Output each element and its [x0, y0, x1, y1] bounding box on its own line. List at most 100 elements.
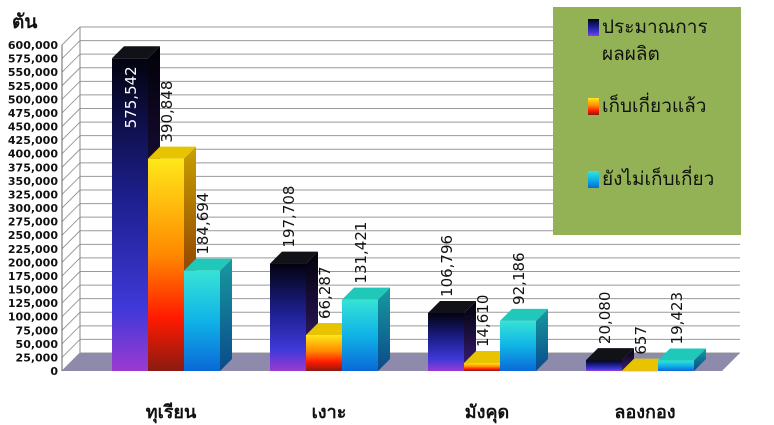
y-tick-label: 500,000 — [8, 93, 58, 106]
data-label: 19,423 — [668, 292, 686, 345]
gridline-side — [61, 271, 81, 290]
bar — [586, 348, 634, 371]
y-tick-label: 325,000 — [8, 188, 58, 201]
legend-entry: ยังไม่เก็บเกี่ยว — [588, 165, 714, 190]
legend-label: ประมาณการ — [602, 16, 708, 38]
y-tick-label: 250,000 — [8, 229, 58, 242]
bar-front — [112, 58, 148, 371]
legend-label: เก็บเกี่ยวแล้ว — [602, 92, 706, 117]
gridline-side — [61, 257, 81, 277]
legend: ประมาณการผลผลิตเก็บเกี่ยวแล้วยังไม่เก็บเ… — [553, 7, 741, 235]
gridline-side — [61, 216, 81, 236]
gridline-side — [61, 40, 81, 59]
y-axis-label: ตัน — [12, 11, 37, 33]
y-tick-label: 400,000 — [8, 148, 58, 161]
y-tick-label: 75,000 — [16, 324, 59, 337]
gridline-side — [61, 162, 81, 182]
bar-side — [220, 258, 232, 371]
data-label: 184,694 — [194, 193, 212, 255]
data-label: 197,708 — [280, 186, 298, 248]
bar — [342, 287, 390, 371]
bar — [658, 348, 706, 371]
gridline-side — [61, 121, 81, 141]
y-tick-label: 200,000 — [8, 256, 58, 269]
x-tick-label: มังคุด — [465, 402, 509, 424]
x-tick-label: เงาะ — [312, 402, 347, 423]
bar-front — [586, 360, 622, 371]
bar-top — [270, 251, 318, 264]
y-tick-label: 300,000 — [8, 202, 58, 215]
y-axis-ticks: 025,00050,00075,000100,000125,000150,000… — [8, 39, 58, 378]
bar-top — [428, 300, 476, 313]
bar-side — [536, 308, 548, 371]
data-label: 131,421 — [352, 222, 370, 284]
gridline-side — [61, 243, 81, 263]
bar-top — [586, 348, 634, 361]
y-tick-label: 350,000 — [8, 175, 58, 188]
legend-swatch — [588, 19, 599, 36]
bar-front — [464, 363, 500, 371]
x-axis-labels: ทุเรียน เงาะ มังคุด ลองกอง — [146, 402, 676, 424]
x-tick-label: ทุเรียน — [146, 402, 197, 424]
legend-label: ผลผลิต — [602, 43, 660, 65]
bar-side — [464, 300, 476, 371]
bar-top — [148, 146, 196, 159]
data-label: 390,848 — [158, 81, 176, 143]
data-label: 66,287 — [316, 266, 334, 319]
bar-front — [500, 320, 536, 371]
data-label: 575,542 — [122, 66, 140, 128]
gridline-side — [61, 284, 81, 304]
bar-front — [148, 158, 184, 371]
gridline-side — [61, 339, 81, 358]
y-tick-label: 525,000 — [8, 80, 58, 93]
gridline-side — [61, 298, 81, 318]
bar-side — [622, 348, 634, 371]
y-tick-label: 0 — [50, 365, 58, 378]
bar-front — [658, 360, 694, 371]
y-tick-label: 175,000 — [8, 270, 58, 283]
y-tick-label: 25,000 — [16, 351, 59, 364]
legend-box — [553, 7, 741, 235]
gridline-side — [61, 176, 81, 195]
bar-side — [378, 287, 390, 371]
legend-swatch — [588, 98, 599, 115]
y-tick-label: 575,000 — [8, 53, 58, 66]
gridline-side — [61, 67, 81, 87]
data-label: 106,796 — [438, 235, 456, 297]
bar-front — [622, 370, 658, 372]
bar — [500, 308, 548, 371]
y-tick-label: 100,000 — [8, 311, 58, 324]
y-tick-label: 450,000 — [8, 121, 58, 134]
gridline-side — [61, 148, 81, 168]
x-tick-label: ลองกอง — [614, 402, 675, 423]
bar-front — [184, 270, 220, 371]
gridline-side — [61, 135, 81, 155]
y-tick-label: 600,000 — [8, 39, 58, 52]
bar-top — [500, 308, 548, 321]
gridline-side — [61, 325, 81, 345]
gridline-side — [61, 80, 81, 100]
bar-front — [270, 263, 306, 371]
bar-top — [112, 46, 160, 59]
y-tick-label: 125,000 — [8, 297, 58, 310]
data-label: 20,080 — [596, 292, 614, 345]
bar-front — [428, 312, 464, 371]
data-label: 657 — [632, 326, 650, 355]
y-tick-label: 150,000 — [8, 284, 58, 297]
y-tick-label: 375,000 — [8, 161, 58, 174]
gridline-side — [61, 230, 81, 250]
y-tick-label: 425,000 — [8, 134, 58, 147]
data-label: 14,610 — [474, 295, 492, 348]
y-tick-label: 225,000 — [8, 243, 58, 256]
bar-top — [184, 258, 232, 271]
gridline-side — [61, 189, 81, 209]
bars: 575,542 390,848 184,694 197,708 66,287 131,42… — [112, 46, 706, 372]
bar-top — [658, 348, 706, 361]
legend-swatch — [588, 171, 599, 188]
gridline-side — [61, 311, 81, 331]
bar-top — [342, 287, 390, 300]
bar-side — [694, 348, 706, 371]
legend-label: ยังไม่เก็บเกี่ยว — [602, 165, 714, 190]
